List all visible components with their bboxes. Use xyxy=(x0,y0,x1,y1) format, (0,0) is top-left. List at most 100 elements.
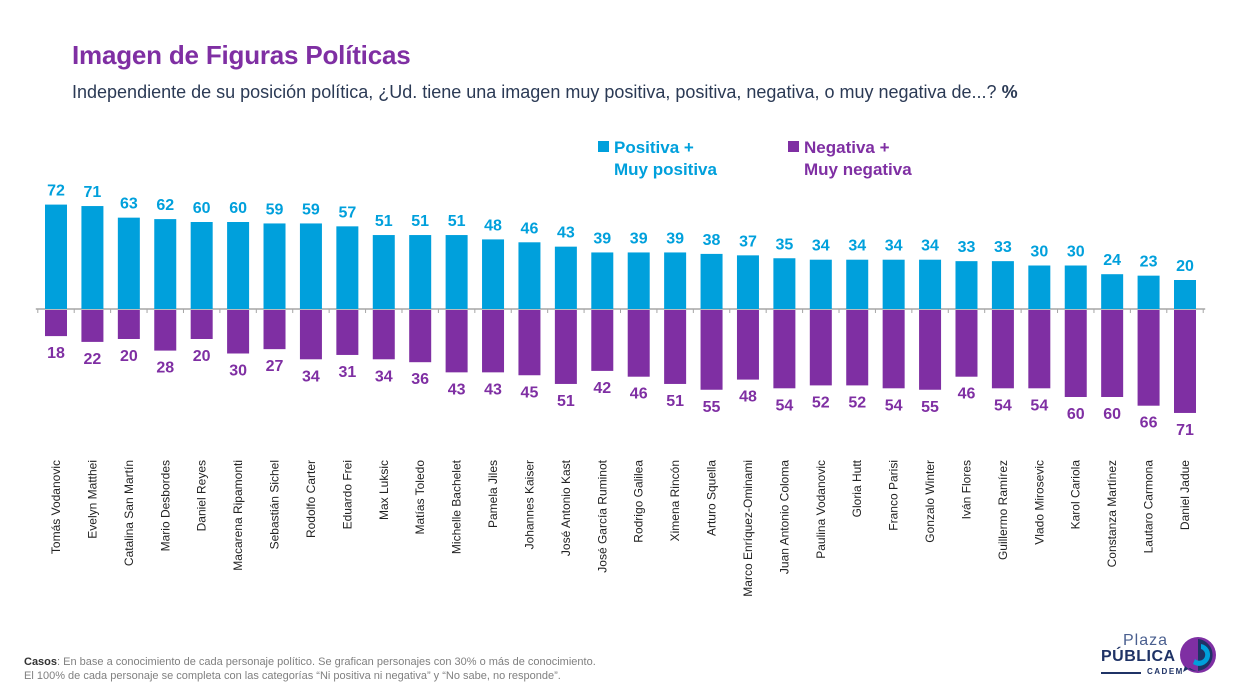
bar-positive xyxy=(372,235,395,309)
footnote-label: Casos xyxy=(24,656,58,668)
category-label: Ximena Rincón xyxy=(668,460,682,541)
data-label-positive: 34 xyxy=(848,238,866,255)
category-label: Michelle Bachelet xyxy=(450,459,464,554)
data-label-positive: 48 xyxy=(484,217,502,234)
data-label-positive: 62 xyxy=(156,197,174,214)
legend-label-positive-2: Muy positiva xyxy=(614,160,717,179)
data-label-negative: 52 xyxy=(848,394,866,411)
legend-swatch-positive xyxy=(598,141,609,152)
legend-label-positive-1: Positiva + xyxy=(614,138,694,157)
logo-underline xyxy=(1101,672,1141,674)
bar-positive xyxy=(591,252,614,309)
category-label: Eduardo Frei xyxy=(340,460,354,529)
bar-negative xyxy=(773,310,796,389)
bar-negative xyxy=(700,310,723,390)
chart-subtitle: Independiente de su posición política, ¿… xyxy=(72,82,1018,103)
data-label-negative: 20 xyxy=(193,348,211,365)
data-label-negative: 60 xyxy=(1103,406,1121,423)
category-label: Max Luksic xyxy=(377,460,391,520)
bar-positive xyxy=(773,258,796,309)
bar-negative xyxy=(1101,310,1124,397)
logo-text-plaza: Plaza xyxy=(1123,632,1169,649)
bar-positive xyxy=(700,253,723,309)
data-label-negative: 54 xyxy=(1030,397,1048,414)
data-label-negative: 71 xyxy=(1176,422,1194,439)
bar-negative xyxy=(227,310,250,354)
bar-positive xyxy=(482,239,505,309)
data-label-negative: 22 xyxy=(84,351,102,368)
data-label-negative: 27 xyxy=(266,358,284,375)
bar-negative xyxy=(117,310,140,339)
category-label: Rodrigo Galilea xyxy=(632,460,646,543)
category-label: Daniel Jadue xyxy=(1178,460,1192,530)
legend-label-negative-1: Negativa + xyxy=(804,138,890,157)
category-label: José García Ruminot xyxy=(595,459,609,572)
category-label: Paulina Vodanovic xyxy=(814,460,828,559)
data-label-positive: 43 xyxy=(557,225,575,242)
data-label-positive: 20 xyxy=(1176,258,1194,275)
data-label-positive: 39 xyxy=(666,230,684,247)
data-label-negative: 45 xyxy=(521,384,539,401)
bar-positive xyxy=(955,261,978,309)
bar-negative xyxy=(554,310,577,384)
category-label: Sebastián Sichel xyxy=(268,460,282,549)
category-label: Guillermo Ramírez xyxy=(996,460,1010,560)
bar-negative xyxy=(336,310,359,355)
category-label: Constanza Martínez xyxy=(1105,460,1119,567)
bar-positive xyxy=(227,222,250,309)
bar-positive xyxy=(846,259,869,309)
data-label-negative: 34 xyxy=(302,368,320,385)
data-label-negative: 43 xyxy=(484,381,502,398)
bar-positive xyxy=(664,252,687,309)
data-label-positive: 51 xyxy=(448,213,466,230)
bar-negative xyxy=(81,310,104,342)
data-label-positive: 60 xyxy=(193,200,211,217)
data-label-negative: 31 xyxy=(338,364,356,381)
bar-positive xyxy=(45,204,67,309)
data-label-negative: 54 xyxy=(775,397,793,414)
category-label: Rodolfo Carter xyxy=(304,460,318,538)
bar-positive xyxy=(809,259,832,309)
bar-positive xyxy=(919,259,942,309)
category-label: Tomás Vodanovic xyxy=(49,460,63,554)
data-label-positive: 46 xyxy=(521,220,539,237)
category-label: Macarena Ripamonti xyxy=(231,460,245,571)
data-label-positive: 51 xyxy=(411,213,429,230)
data-label-negative: 42 xyxy=(593,380,611,397)
data-label-positive: 33 xyxy=(994,239,1012,256)
data-label-negative: 34 xyxy=(375,368,393,385)
data-label-negative: 51 xyxy=(666,393,684,410)
data-label-negative: 46 xyxy=(630,386,648,403)
category-label: Iván Flores xyxy=(959,460,973,519)
data-label-positive: 39 xyxy=(630,230,648,247)
bar-positive xyxy=(1174,280,1196,309)
data-label-negative: 30 xyxy=(229,363,247,380)
speech-bubble-icon xyxy=(1180,637,1216,673)
data-label-positive: 51 xyxy=(375,213,393,230)
data-label-negative: 54 xyxy=(994,397,1012,414)
bar-positive xyxy=(263,223,286,309)
data-label-positive: 35 xyxy=(775,236,793,253)
bar-negative xyxy=(919,310,942,390)
category-label: Mario Desbordes xyxy=(158,460,172,551)
bar-positive xyxy=(81,206,104,309)
category-label: Vlado Mirosevic xyxy=(1032,460,1046,545)
bar-negative xyxy=(518,310,541,376)
data-label-positive: 30 xyxy=(1030,244,1048,261)
bar-negative xyxy=(372,310,395,360)
bar-negative xyxy=(445,310,468,373)
logo-text-cadem: CADEM xyxy=(1147,667,1184,676)
data-label-negative: 36 xyxy=(411,371,429,388)
data-label-negative: 54 xyxy=(885,397,903,414)
category-label: Pamela Jiles xyxy=(486,460,500,528)
category-label: Karol Cariola xyxy=(1069,460,1083,530)
bar-positive xyxy=(1137,275,1160,309)
data-label-negative: 60 xyxy=(1067,406,1085,423)
bar-positive xyxy=(409,235,432,309)
bar-positive xyxy=(1101,274,1124,309)
bar-negative xyxy=(299,310,322,360)
bar-negative xyxy=(263,310,286,350)
bar-negative xyxy=(882,310,905,389)
data-label-negative: 55 xyxy=(921,399,939,416)
bar-negative xyxy=(809,310,832,386)
